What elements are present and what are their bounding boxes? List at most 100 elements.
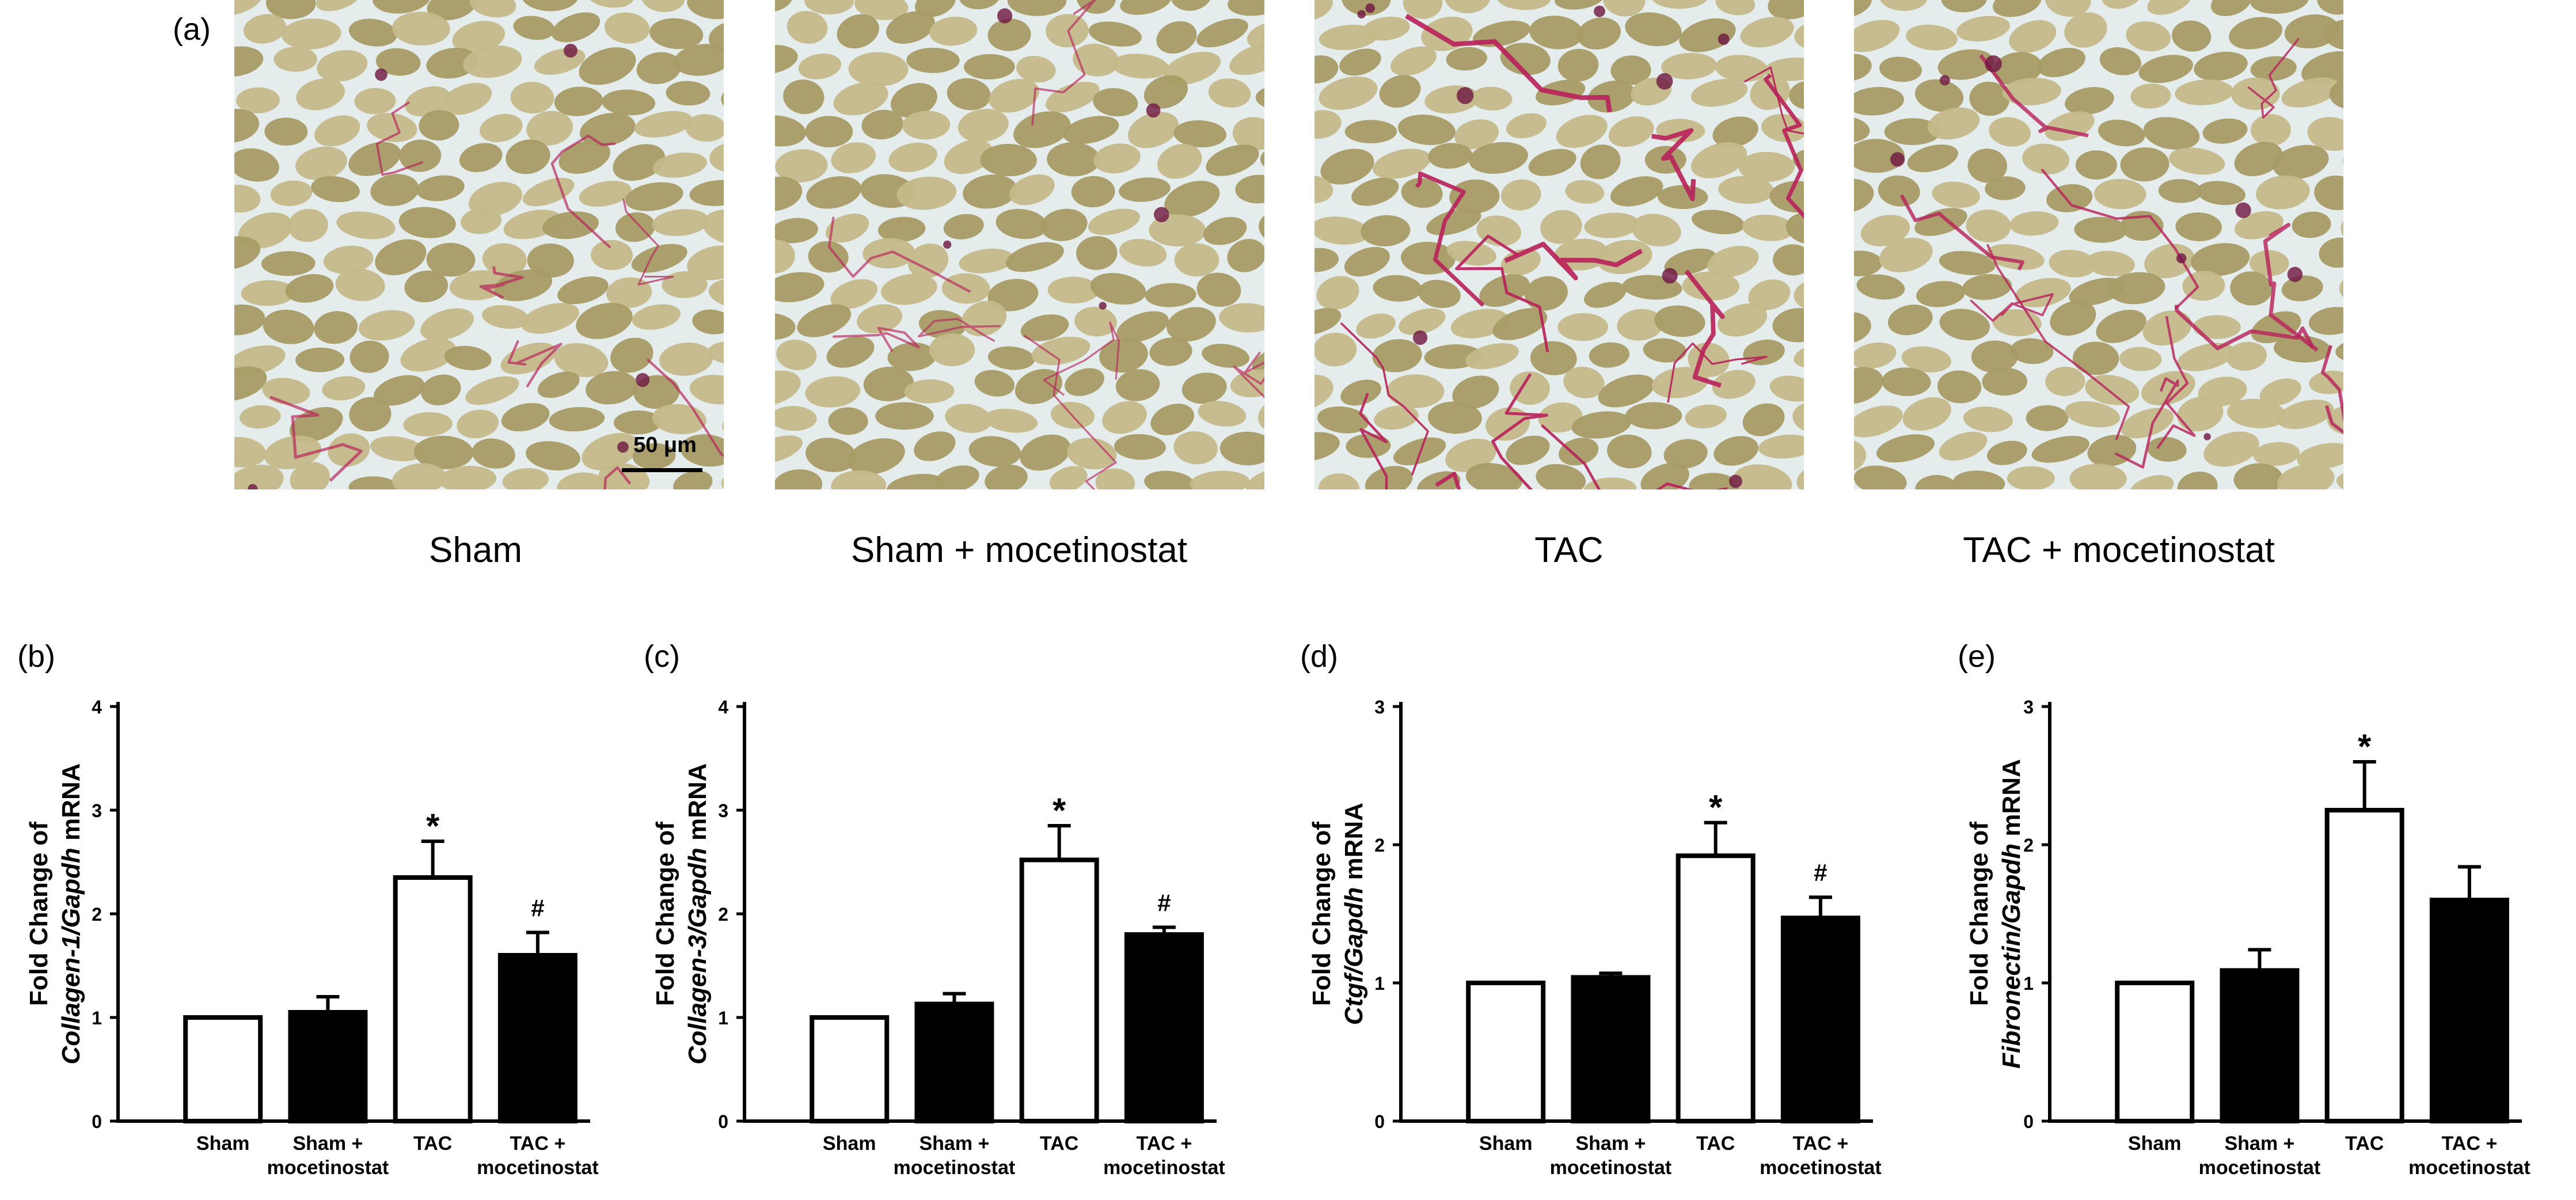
svg-text:Fold Change of: Fold Change of (1308, 822, 1336, 1007)
bar (2115, 981, 2195, 1123)
y-tick-label: 0 (92, 1111, 102, 1132)
x-tick-label: TAC + (1793, 1133, 1849, 1155)
svg-text:Ctgf/Gapdh mRNA: Ctgf/Gapdh mRNA (1340, 803, 1368, 1025)
chart-e: (e) 0 1 2 3 Fold Change of Fibronectin/Gapdh m… (1958, 639, 2531, 1179)
bar (1571, 975, 1651, 1124)
svg-text:Fold Change of: Fold Change of (1965, 822, 1993, 1007)
bar (2429, 898, 2509, 1123)
bar (2220, 968, 2300, 1124)
micrograph-sham-image (234, 0, 724, 489)
chart-b: (b) 0 1 2 3 4 Fold Change of Collagen-1/Gapdh m… (17, 639, 599, 1179)
panel-label: (d) (1300, 639, 1338, 674)
micrograph-tac-image (1314, 0, 1804, 489)
significance-hash: # (531, 894, 544, 921)
significance-asterisk: * (1709, 788, 1723, 827)
panel-label: (c) (644, 639, 680, 674)
bar (1466, 981, 1546, 1123)
bar (1675, 853, 1756, 1123)
myocyte-texture (1854, 0, 2343, 489)
y-tick-label: 3 (2023, 697, 2034, 717)
micrograph-tac-mocetinostat-image (1854, 0, 2343, 489)
bar (183, 1015, 263, 1123)
bar (1124, 932, 1204, 1123)
x-tick-label: mocetinostat (477, 1157, 599, 1179)
x-tick-label: Sham (196, 1133, 250, 1155)
x-tick-label: mocetinostat (1760, 1157, 1882, 1179)
y-axis-label: Fold Change of Ctgf/Gapdh mRNA (1308, 803, 1368, 1025)
x-tick-label: Sham + (919, 1133, 989, 1155)
svg-text:Collagen-3/Gapdh mRNA: Collagen-3/Gapdh mRNA (683, 763, 712, 1064)
scale-bar-label: 50 μm (633, 433, 697, 457)
x-tick-label: mocetinostat (1103, 1157, 1225, 1179)
panel-label: (b) (17, 639, 55, 674)
myocyte-texture (775, 0, 1264, 489)
y-tick-label: 3 (92, 800, 102, 821)
caption-tac-mocetinostat: TAC + mocetinostat (1963, 530, 2275, 570)
micrograph-tac (1314, 0, 1804, 489)
micrograph-sham-mocetinostat (775, 0, 1264, 489)
x-tick-label: Sham (1479, 1133, 1533, 1155)
x-tick-label: TAC + (1137, 1133, 1192, 1155)
svg-text:Fold Change of: Fold Change of (651, 822, 679, 1007)
x-tick-label: Sham + (2224, 1133, 2294, 1155)
micrograph-sham-mocetinostat-image (775, 0, 1264, 489)
x-tick-label: TAC (1040, 1133, 1078, 1155)
bar (393, 875, 473, 1123)
y-tick-label: 4 (92, 697, 102, 717)
micrograph-tac-mocetinostat (1854, 0, 2343, 489)
significance-asterisk: * (1053, 791, 1066, 830)
y-axis-label: Fold Change of Collagen-1/Gapdh mRNA (25, 763, 85, 1064)
collagen-stain (1890, 37, 2343, 469)
x-tick-label: Sham (823, 1133, 876, 1155)
y-tick-label: 2 (718, 904, 728, 925)
x-tick-label: Sham (2128, 1133, 2182, 1155)
x-tick-label: TAC (1696, 1133, 1735, 1155)
y-axis-label: Fold Change of Fibronectin/Gapdh mRNA (1965, 759, 2026, 1069)
y-tick-label: 1 (718, 1008, 728, 1028)
y-tick-label: 3 (1374, 697, 1385, 717)
svg-text:Fold Change of: Fold Change of (25, 822, 53, 1007)
scale-bar: 50 μm (622, 433, 702, 472)
x-tick-label: mocetinostat (894, 1157, 1016, 1179)
bar (2324, 808, 2404, 1123)
collagen-stain (248, 44, 724, 489)
significance-asterisk: * (2358, 727, 2372, 766)
chart-d: (d) 0 1 2 3 Fold Change of Ctgf/Gapdh mRNA Sham… (1300, 639, 1882, 1179)
y-tick-label: 0 (718, 1111, 728, 1132)
y-tick-label: 2 (92, 904, 102, 925)
x-tick-label: TAC + (510, 1133, 566, 1155)
bar (810, 1015, 890, 1123)
bar (288, 1010, 368, 1123)
svg-text:Collagen-1/Gapdh mRNA: Collagen-1/Gapdh mRNA (57, 763, 85, 1064)
bar (1780, 916, 1860, 1123)
x-tick-label: mocetinostat (267, 1157, 389, 1179)
caption-tac: TAC (1534, 530, 1604, 570)
chart-c: (c) 0 1 2 3 4 Fold Change of Collagen-3/Gapdh m… (644, 639, 1225, 1179)
y-tick-label: 0 (2023, 1111, 2034, 1132)
x-tick-label: TAC (2345, 1133, 2384, 1155)
bar (1019, 857, 1099, 1123)
y-tick-label: 1 (2023, 973, 2034, 994)
x-tick-label: mocetinostat (2199, 1157, 2321, 1179)
x-tick-label: TAC (413, 1133, 452, 1155)
x-tick-label: Sham + (292, 1133, 363, 1155)
svg-text:Fibronectin/Gapdh mRNA: Fibronectin/Gapdh mRNA (1997, 759, 2026, 1069)
y-tick-label: 2 (2023, 835, 2034, 856)
myocyte-texture (234, 0, 724, 489)
significance-hash: # (1814, 859, 1827, 886)
x-tick-label: Sham + (1575, 1133, 1646, 1155)
y-tick-label: 1 (92, 1008, 102, 1028)
y-tick-label: 3 (718, 800, 728, 821)
caption-sham-mocetinostat: Sham + mocetinostat (850, 530, 1188, 570)
x-tick-label: TAC + (2442, 1133, 2498, 1155)
significance-hash: # (1157, 889, 1171, 916)
micrograph-sham (234, 0, 724, 489)
x-tick-label: mocetinostat (1550, 1157, 1672, 1179)
collagen-stain (1340, 3, 1804, 489)
scale-bar-line (622, 468, 702, 472)
y-tick-label: 4 (718, 697, 728, 717)
y-tick-label: 0 (1374, 1111, 1385, 1132)
y-tick-label: 1 (1374, 973, 1385, 994)
x-tick-label: mocetinostat (2408, 1157, 2531, 1179)
